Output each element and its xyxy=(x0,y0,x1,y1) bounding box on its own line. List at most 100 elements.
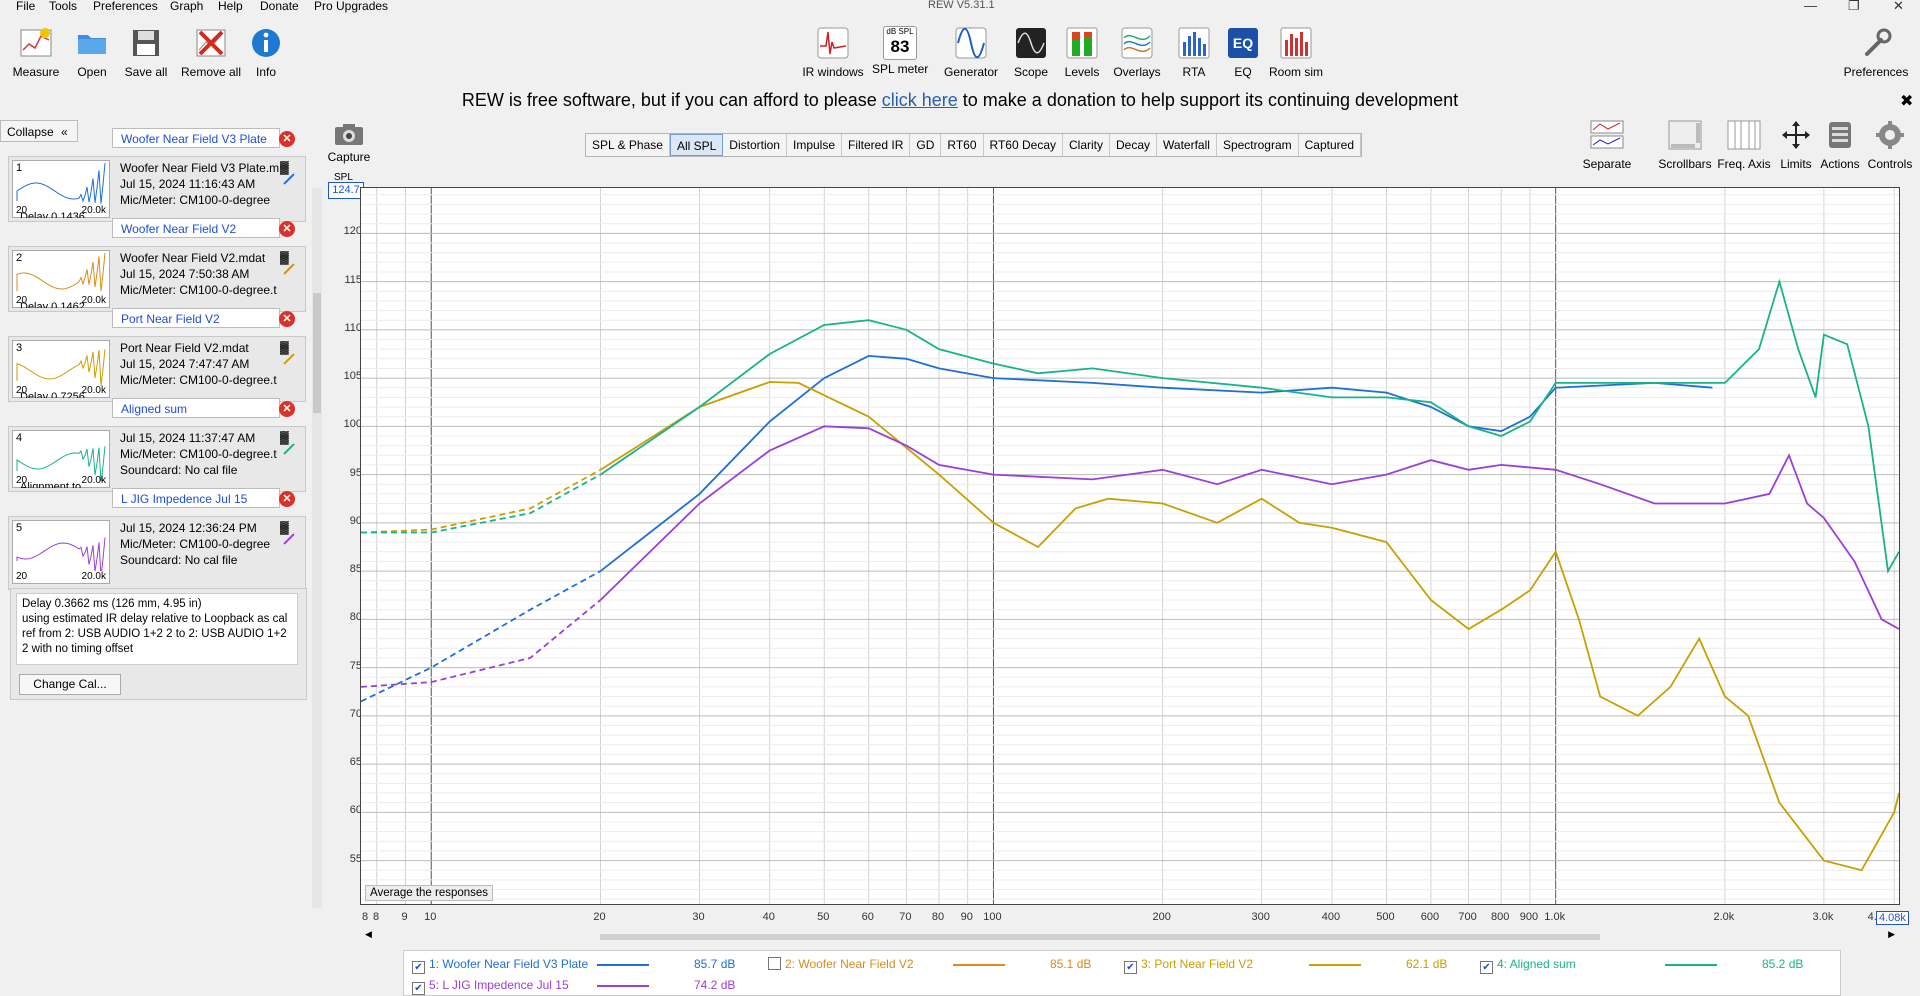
remove-measurement-icon[interactable]: ✕ xyxy=(279,311,295,327)
controls-button[interactable]: Controls xyxy=(1865,120,1915,171)
eq-button[interactable]: EQ EQ xyxy=(1225,26,1261,79)
scroll-right-icon[interactable]: ▶ xyxy=(1888,929,1895,939)
tab-rt60[interactable]: RT60 xyxy=(941,134,984,156)
remove-measurement-icon[interactable]: ✕ xyxy=(279,491,295,507)
donate-link[interactable]: click here xyxy=(881,90,958,110)
y-top-value[interactable]: 124.7 xyxy=(328,182,364,199)
legend-entry[interactable]: ✔ 4: Aligned sum xyxy=(1480,957,1576,974)
restore-icon[interactable]: ❐ xyxy=(1848,0,1860,13)
measurement-save-icon[interactable]: ▓ xyxy=(280,250,289,264)
freq-axis-button[interactable]: Freq. Axis xyxy=(1716,120,1772,171)
x-tick-label: 90 xyxy=(960,911,973,923)
x-end-value[interactable]: 4.08k xyxy=(1876,911,1909,925)
measurement-save-icon[interactable]: ▓ xyxy=(280,340,289,354)
legend-entry[interactable]: ✔ 3: Port Near Field V2 xyxy=(1124,957,1253,974)
close-banner-icon[interactable]: ✖ xyxy=(1900,93,1914,110)
separate-button[interactable]: Separate xyxy=(1581,120,1633,171)
list-scrollbar-thumb[interactable] xyxy=(313,293,321,413)
h-scrollbar-thumb[interactable] xyxy=(600,934,1600,940)
measurement-name-field[interactable]: Woofer Near Field V2 xyxy=(112,218,280,238)
preferences-button[interactable]: Preferences xyxy=(1843,26,1909,79)
capture-label: Capture xyxy=(327,150,371,164)
room-sim-button[interactable]: Room sim xyxy=(1268,26,1324,79)
measurement-thumbnail[interactable]: 2 20 20.0k xyxy=(12,250,110,308)
change-cal-button[interactable]: Change Cal... xyxy=(19,674,121,695)
measure-button[interactable]: Measure xyxy=(10,26,62,79)
tab-rt60-decay[interactable]: RT60 Decay xyxy=(984,134,1063,156)
tab-all-spl[interactable]: All SPL xyxy=(669,134,724,156)
menu-help[interactable]: Help xyxy=(218,0,243,13)
info-button[interactable]: Info xyxy=(248,26,284,79)
menu-bar: File Tools Preferences Graph Help Donate… xyxy=(0,0,1920,14)
scrollbars-button[interactable]: Scrollbars xyxy=(1657,120,1713,171)
measurement-name-field[interactable]: L JIG Impedence Jul 15 xyxy=(112,488,280,508)
spl-graph[interactable]: Average the responses xyxy=(360,187,1900,905)
rta-button[interactable]: RTA xyxy=(1176,26,1212,79)
menu-tools[interactable]: Tools xyxy=(49,0,78,13)
legend-checkbox[interactable]: ✔ xyxy=(1480,961,1493,974)
tab-filtered-ir[interactable]: Filtered IR xyxy=(842,134,911,156)
capture-button[interactable]: Capture xyxy=(326,122,372,164)
minimize-icon[interactable]: — xyxy=(1804,0,1817,13)
legend-entry[interactable]: 2: Woofer Near Field V2 xyxy=(768,957,914,971)
measurement-info-line2: Mic/Meter: CM100-0-degree.t xyxy=(120,447,277,461)
legend-value: 62.1 dB xyxy=(1406,957,1448,971)
legend-label: 2: Woofer Near Field V2 xyxy=(785,957,914,971)
levels-button[interactable]: Levels xyxy=(1062,26,1102,79)
measurement-thumbnail[interactable]: 5 20 20.0k xyxy=(12,520,110,584)
measurement-save-icon[interactable]: ▓ xyxy=(280,160,289,174)
overlays-button[interactable]: Overlays xyxy=(1110,26,1164,79)
legend-checkbox[interactable]: ✔ xyxy=(1124,961,1137,974)
menu-donate[interactable]: Donate xyxy=(260,0,299,13)
ir-windows-button[interactable]: IR windows xyxy=(800,26,866,79)
tab-gd[interactable]: GD xyxy=(910,134,942,156)
measurement-thumbnail[interactable]: 4 20 20.0k xyxy=(12,430,110,488)
graph-horizontal-scrollbar[interactable]: ◀ ▶ xyxy=(365,929,1895,942)
scroll-left-icon[interactable]: ◀ xyxy=(365,929,372,939)
average-responses-button[interactable]: Average the responses xyxy=(365,885,494,901)
legend-checkbox[interactable] xyxy=(768,957,781,970)
remove-measurement-icon[interactable]: ✕ xyxy=(279,401,295,417)
room-sim-icon xyxy=(1280,27,1312,59)
measurement-save-icon[interactable]: ▓ xyxy=(280,430,289,444)
menu-file[interactable]: File xyxy=(16,0,36,13)
remove-measurement-icon[interactable]: ✕ xyxy=(279,131,295,147)
tab-decay[interactable]: Decay xyxy=(1110,134,1158,156)
tab-distortion[interactable]: Distortion xyxy=(723,134,787,156)
measurement-name-field[interactable]: Woofer Near Field V3 Plate xyxy=(112,128,280,148)
menu-preferences[interactable]: Preferences xyxy=(93,0,158,13)
save-all-button[interactable]: Save all xyxy=(123,26,169,79)
measurement-thumbnail[interactable]: 1 20 20.0k xyxy=(12,160,110,218)
legend-entry[interactable]: ✔ 1: Woofer Near Field V3 Plate xyxy=(412,957,588,974)
legend-entry[interactable]: ✔ 5: L JIG Impedence Jul 15 xyxy=(412,978,569,995)
close-window-icon[interactable]: ✕ xyxy=(1893,0,1904,13)
menu-pro-upgrades[interactable]: Pro Upgrades xyxy=(314,0,389,13)
spl-meter-button[interactable]: dB SPL 83 SPL meter xyxy=(872,26,928,76)
generator-button[interactable]: Generator xyxy=(940,26,1002,79)
remove-all-button[interactable]: Remove all xyxy=(180,26,242,79)
measurement-name-field[interactable]: Port Near Field V2 xyxy=(112,308,280,328)
freq-axis-label: Freq. Axis xyxy=(1717,157,1771,171)
scope-button[interactable]: Scope xyxy=(1010,26,1052,79)
measurement-thumbnail[interactable]: 3 20 20.0k xyxy=(12,340,110,398)
tab-captured[interactable]: Captured xyxy=(1299,134,1362,156)
menu-graph[interactable]: Graph xyxy=(170,0,204,13)
list-scrollbar[interactable] xyxy=(312,188,322,908)
collapse-button[interactable]: Collapse « xyxy=(0,120,78,142)
legend-checkbox[interactable]: ✔ xyxy=(412,961,425,974)
open-button[interactable]: Open xyxy=(72,26,112,79)
tab-impulse[interactable]: Impulse xyxy=(787,134,843,156)
tab-waterfall[interactable]: Waterfall xyxy=(1157,134,1217,156)
limits-button[interactable]: Limits xyxy=(1776,120,1816,171)
tab-spl-phase[interactable]: SPL & Phase xyxy=(586,134,670,156)
measurement-delay-text: Alignment to xyxy=(20,481,82,488)
tab-spectrogram[interactable]: Spectrogram xyxy=(1217,134,1299,156)
remove-measurement-icon[interactable]: ✕ xyxy=(279,221,295,237)
legend-checkbox[interactable]: ✔ xyxy=(412,982,425,995)
actions-button[interactable]: Actions xyxy=(1818,120,1862,171)
save-all-label: Save all xyxy=(124,65,168,79)
measurement-name-field[interactable]: Aligned sum xyxy=(112,398,280,418)
tab-clarity[interactable]: Clarity xyxy=(1063,134,1111,156)
measurement-save-icon[interactable]: ▓ xyxy=(280,520,289,534)
measurement-info-line2: Jul 15, 2024 11:16:43 AM xyxy=(120,177,256,191)
